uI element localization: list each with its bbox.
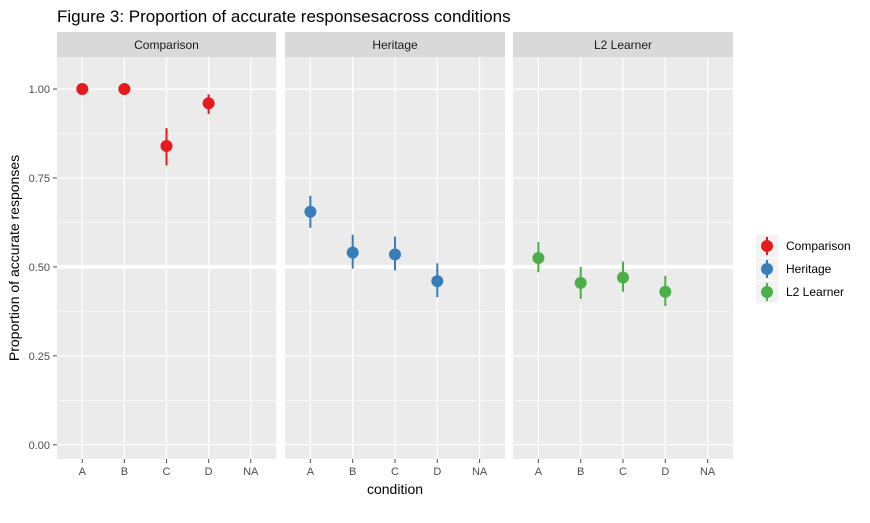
y-axis-title: Proportion of accurate responses: [6, 155, 22, 361]
x-tick-label: B: [349, 466, 356, 478]
legend-label: L2 Learner: [786, 285, 844, 299]
x-tick-label: B: [577, 466, 584, 478]
x-tick-label: A: [307, 466, 315, 478]
x-tick-label: D: [661, 466, 669, 478]
data-point: [574, 276, 587, 289]
data-point: [160, 139, 173, 152]
data-point: [532, 252, 545, 264]
facet-strip-label: Heritage: [372, 38, 418, 52]
x-tick-label: A: [79, 466, 87, 478]
data-point: [431, 275, 444, 288]
facet-strip: [513, 32, 733, 57]
x-tick-label: B: [121, 466, 128, 478]
facet-strip-label: L2 Learner: [594, 38, 652, 52]
y-tick-label: 0.25: [29, 351, 50, 363]
x-tick-label: D: [205, 466, 213, 478]
data-point: [202, 97, 215, 110]
data-point: [389, 248, 401, 261]
legend-label: Comparison: [786, 239, 851, 253]
legend-key-point: [761, 286, 773, 298]
facet-strip: [57, 32, 276, 57]
chart-title: Figure 3: Proportion of accurate respons…: [57, 7, 511, 26]
y-tick-label: 0.00: [29, 440, 50, 452]
x-tick-label: A: [535, 466, 543, 478]
y-tick-label: 0.75: [29, 173, 50, 185]
x-tick-label: C: [163, 466, 171, 478]
x-axis-title: condition: [367, 481, 423, 497]
x-tick-label: D: [433, 466, 441, 478]
legend-key-point: [761, 240, 773, 252]
data-point: [118, 83, 131, 96]
x-tick-label: NA: [472, 466, 488, 478]
x-tick-label: NA: [700, 466, 716, 478]
y-tick-label: 0.50: [29, 262, 50, 274]
y-tick-label: 1.00: [29, 84, 50, 96]
x-tick-label: C: [619, 466, 627, 478]
data-point: [76, 83, 89, 96]
data-point: [659, 285, 672, 298]
facet-strip: [285, 32, 505, 57]
data-point: [346, 246, 359, 259]
x-tick-label: C: [391, 466, 399, 478]
facet-strip-label: Comparison: [134, 38, 199, 52]
data-point: [617, 271, 629, 284]
legend-label: Heritage: [786, 262, 832, 276]
data-point: [304, 205, 317, 218]
legend-key-point: [761, 263, 773, 275]
x-tick-label: NA: [243, 466, 259, 478]
